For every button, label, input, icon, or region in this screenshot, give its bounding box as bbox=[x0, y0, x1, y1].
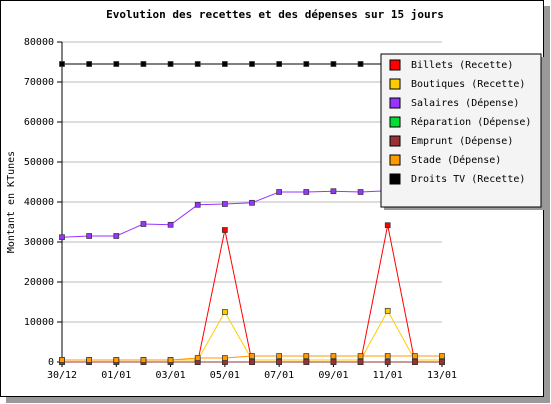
point bbox=[59, 61, 65, 67]
point bbox=[439, 353, 445, 359]
point bbox=[439, 359, 445, 365]
point bbox=[222, 201, 228, 207]
point bbox=[330, 359, 337, 365]
x-tick-label: 05/01 bbox=[210, 370, 240, 381]
legend-label: Stade (Dépense) bbox=[411, 154, 501, 166]
point bbox=[113, 357, 120, 363]
legend-label: Emprunt (Dépense) bbox=[411, 135, 513, 147]
legend bbox=[380, 53, 542, 208]
point bbox=[276, 189, 282, 195]
chart-title: Evolution des recettes et des dépenses s… bbox=[106, 8, 444, 21]
point bbox=[59, 357, 65, 363]
point bbox=[357, 61, 364, 67]
y-tick-label: 10000 bbox=[24, 317, 54, 328]
point bbox=[357, 353, 364, 359]
legend-swatch bbox=[389, 78, 401, 90]
point bbox=[384, 222, 391, 229]
point bbox=[276, 359, 282, 365]
legend-swatch bbox=[389, 116, 401, 128]
y-tick-label: 20000 bbox=[24, 277, 54, 288]
point bbox=[249, 61, 255, 67]
legend-swatch bbox=[389, 135, 401, 147]
point bbox=[167, 357, 174, 363]
point bbox=[222, 355, 228, 361]
point bbox=[194, 61, 201, 67]
point bbox=[140, 61, 147, 67]
legend-label: Boutiques (Recette) bbox=[411, 79, 525, 90]
legend-swatch bbox=[389, 59, 401, 71]
legend-swatch bbox=[389, 97, 401, 109]
y-tick-label: 30000 bbox=[24, 237, 54, 248]
legend-label: Réparation (Dépense) bbox=[411, 116, 531, 128]
point bbox=[276, 61, 282, 67]
x-tick-label: 13/01 bbox=[427, 370, 457, 381]
point bbox=[303, 359, 310, 365]
point bbox=[249, 199, 255, 206]
x-tick-label: 07/01 bbox=[264, 370, 294, 381]
point bbox=[86, 61, 92, 67]
point bbox=[330, 188, 337, 195]
legend-label: Droits TV (Recette) bbox=[411, 174, 525, 185]
point bbox=[86, 233, 92, 239]
x-tick-label: 30/12 bbox=[47, 370, 77, 381]
x-tick-label: 01/01 bbox=[101, 370, 131, 381]
point bbox=[303, 189, 310, 195]
y-tick-label: 0 bbox=[48, 357, 54, 368]
point bbox=[222, 227, 228, 233]
point bbox=[59, 234, 65, 241]
point bbox=[276, 353, 282, 359]
y-axis-label: Montant en KTunes bbox=[6, 151, 17, 253]
point bbox=[194, 355, 201, 361]
y-tick-label: 80000 bbox=[24, 37, 54, 48]
y-tick-label: 50000 bbox=[24, 157, 54, 168]
point bbox=[303, 61, 310, 67]
point bbox=[140, 221, 147, 227]
y-tick-label: 60000 bbox=[24, 117, 54, 128]
point bbox=[167, 61, 174, 67]
point bbox=[86, 357, 92, 363]
point bbox=[303, 353, 310, 359]
legend-swatch bbox=[389, 154, 401, 166]
point bbox=[113, 61, 120, 67]
point bbox=[357, 359, 364, 365]
legend-swatch bbox=[389, 173, 401, 185]
x-tick-label: 09/01 bbox=[318, 370, 348, 381]
point bbox=[330, 61, 337, 67]
point bbox=[194, 201, 201, 208]
point bbox=[357, 189, 364, 195]
point bbox=[222, 61, 228, 67]
point bbox=[412, 359, 418, 365]
point bbox=[384, 353, 391, 359]
point bbox=[412, 353, 418, 359]
y-tick-label: 40000 bbox=[24, 197, 54, 208]
point bbox=[330, 353, 337, 359]
y-tick-label: 70000 bbox=[24, 77, 54, 88]
point bbox=[384, 307, 391, 314]
point bbox=[140, 357, 147, 363]
point bbox=[249, 353, 255, 359]
x-tick-label: 11/01 bbox=[373, 370, 403, 381]
x-tick-label: 03/01 bbox=[156, 370, 186, 381]
point bbox=[113, 233, 120, 239]
point bbox=[167, 221, 174, 228]
legend-label: Billets (Recette) bbox=[411, 60, 513, 71]
point bbox=[222, 309, 228, 315]
point bbox=[384, 359, 391, 365]
point bbox=[249, 359, 255, 365]
legend-label: Salaires (Dépense) bbox=[411, 97, 519, 109]
